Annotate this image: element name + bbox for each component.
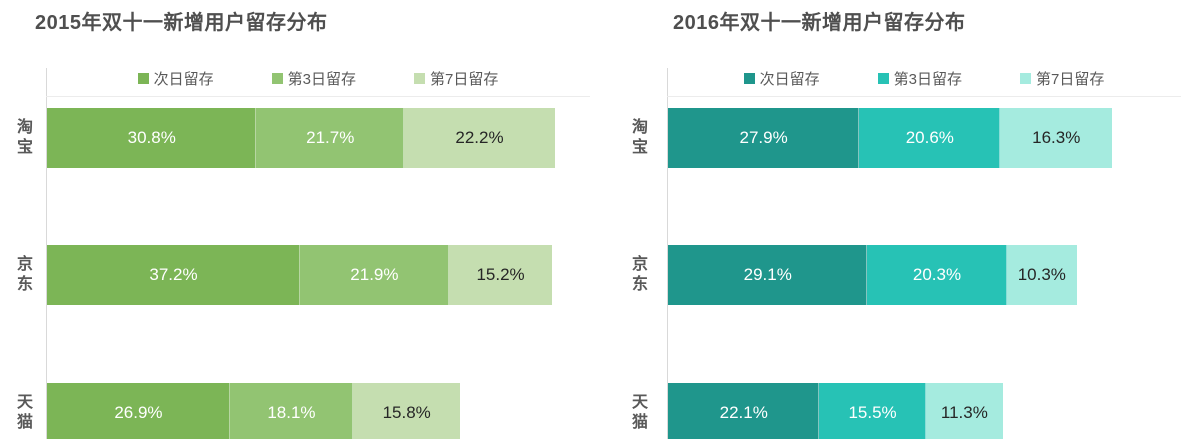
bar-segment: 37.2% — [47, 245, 300, 305]
value-label: 15.8% — [382, 403, 431, 422]
value-label: 20.3% — [912, 265, 962, 284]
value-label: 15.2% — [476, 265, 525, 284]
bar-segment: 16.3% — [1000, 108, 1113, 168]
value-label: 11.3% — [940, 403, 988, 422]
category-label: 天猫 — [6, 383, 44, 439]
stacked-bar: 22.1% 15.5% 11.3% — [668, 383, 1181, 439]
category-label: 淘宝 — [621, 108, 659, 168]
value-label: 27.9% — [739, 128, 788, 147]
bar-row: 京东 29.1% 20.3% 10.3% — [632, 245, 1181, 305]
legend-swatch-icon — [1020, 72, 1031, 84]
bar-segment: 21.9% — [299, 245, 449, 305]
bar-segment: 15.8% — [352, 383, 461, 439]
value-label: 22.2% — [455, 128, 504, 147]
category-label-text: 淘宝 — [16, 119, 33, 156]
category-label: 淘宝 — [6, 108, 44, 168]
value-label: 15.5% — [848, 403, 897, 422]
legend-swatch-icon — [743, 72, 755, 84]
stacked-bar: 30.8% 21.7% 22.2% — [47, 108, 591, 168]
bar-row: 淘宝 30.8% 21.7% 22.2% — [17, 108, 591, 168]
category-label: 京东 — [6, 245, 44, 305]
bar-segment: 20.3% — [867, 245, 1007, 305]
y-axis-line — [667, 68, 668, 439]
legend-label: 次日留存 — [153, 70, 214, 88]
legend-swatch-icon — [137, 72, 149, 84]
category-label: 京东 — [621, 245, 659, 305]
legend-label: 第3日留存 — [287, 70, 356, 88]
value-label: 29.1% — [743, 265, 792, 284]
bar-segment: 21.7% — [256, 108, 404, 168]
value-label: 16.3% — [1032, 128, 1081, 147]
y-axis-line — [46, 68, 47, 439]
bar-row: 天猫 22.1% 15.5% 11.3% — [632, 383, 1181, 439]
category-label-text: 天猫 — [16, 394, 33, 431]
value-label: 22.1% — [719, 403, 768, 422]
bar-row: 京东 37.2% 21.9% 15.2% — [17, 245, 591, 305]
bar-segment: 30.8% — [47, 108, 257, 168]
legend-item: 次日留存 — [743, 68, 820, 89]
stacked-bar: 27.9% 20.6% 16.3% — [668, 108, 1181, 168]
bar-row: 天猫 26.9% 18.1% 15.8% — [17, 383, 591, 439]
legend-label: 第7日留存 — [430, 70, 499, 88]
chart-2015: 2015年双十一新增用户留存分布 次日留存 第3日留存 第7日留存 淘宝 30.8% 2… — [0, 0, 590, 439]
value-label: 26.9% — [114, 403, 163, 422]
category-label: 天猫 — [621, 383, 659, 439]
legend-label: 次日留存 — [759, 70, 820, 88]
legend: 次日留存 第3日留存 第7日留存 — [46, 66, 590, 90]
bar-segment: 26.9% — [47, 383, 230, 439]
plot-top-gridline — [667, 96, 1181, 97]
chart-title: 2016年双十一新增用户留存分布 — [673, 12, 966, 34]
value-label: 21.7% — [306, 128, 355, 147]
legend-item: 第7日留存 — [414, 68, 498, 89]
bar-segment: 15.5% — [819, 383, 926, 439]
legend-label: 第3日留存 — [893, 70, 962, 88]
value-label: 21.9% — [350, 265, 399, 284]
legend-item: 次日留存 — [137, 68, 214, 89]
bar-row: 淘宝 27.9% 20.6% 16.3% — [632, 108, 1181, 168]
category-label-text: 天猫 — [631, 394, 648, 431]
chart-title: 2015年双十一新增用户留存分布 — [35, 12, 328, 34]
legend-label: 第7日留存 — [1036, 70, 1105, 88]
legend-item: 第3日留存 — [271, 68, 356, 89]
legend-item: 第7日留存 — [1020, 68, 1104, 89]
bar-segment: 11.3% — [925, 383, 1004, 439]
bar-segment: 29.1% — [668, 245, 868, 305]
value-label: 20.6% — [905, 128, 954, 147]
bar-segment: 22.2% — [403, 108, 555, 168]
value-label: 18.1% — [267, 403, 316, 422]
bar-segment: 10.3% — [1006, 245, 1078, 305]
stacked-bar: 37.2% 21.9% 15.2% — [47, 245, 591, 305]
bar-segment: 20.6% — [859, 108, 1001, 168]
value-label: 37.2% — [149, 265, 198, 284]
stacked-bar: 29.1% 20.3% 10.3% — [668, 245, 1181, 305]
legend: 次日留存 第3日留存 第7日留存 — [667, 66, 1181, 90]
value-label: 10.3% — [1017, 265, 1066, 284]
bar-segment: 22.1% — [668, 383, 820, 439]
legend-swatch-icon — [877, 72, 889, 84]
bar-segment: 18.1% — [229, 383, 353, 439]
legend-item: 第3日留存 — [877, 68, 962, 89]
bar-segment: 27.9% — [668, 108, 860, 168]
value-label: 30.8% — [127, 128, 176, 147]
legend-swatch-icon — [271, 72, 283, 84]
bar-segment: 15.2% — [448, 245, 553, 305]
category-label-text: 京东 — [16, 256, 33, 293]
chart-2016: 2016年双十一新增用户留存分布 次日留存 第3日留存 第7日留存 淘宝 27.9% 2… — [590, 0, 1181, 439]
category-label-text: 淘宝 — [631, 119, 648, 156]
stacked-bar: 26.9% 18.1% 15.8% — [47, 383, 591, 439]
category-label-text: 京东 — [631, 256, 648, 293]
plot-top-gridline — [46, 96, 590, 97]
legend-swatch-icon — [414, 72, 425, 84]
